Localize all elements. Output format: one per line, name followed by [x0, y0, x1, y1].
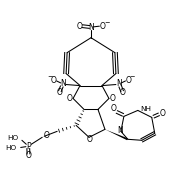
Text: P: P [26, 142, 31, 151]
Text: −: − [47, 74, 52, 80]
Text: O: O [111, 104, 117, 113]
Text: NH: NH [140, 107, 151, 112]
Text: O: O [67, 94, 72, 103]
Text: ⁺: ⁺ [118, 82, 121, 87]
Text: N: N [117, 126, 123, 135]
Text: O: O [120, 88, 126, 97]
Text: N: N [88, 23, 94, 32]
Text: N: N [60, 79, 66, 88]
Text: O: O [56, 88, 62, 97]
Text: ⁺: ⁺ [62, 82, 65, 87]
Polygon shape [97, 109, 99, 110]
Text: O: O [26, 151, 32, 160]
Text: O: O [100, 22, 106, 31]
Text: O: O [44, 131, 49, 140]
Text: −: − [105, 20, 110, 26]
Text: N: N [116, 79, 122, 88]
Text: O: O [126, 76, 131, 85]
Text: HO: HO [7, 135, 18, 141]
Text: O: O [160, 109, 166, 118]
Text: −: − [130, 74, 135, 80]
Text: O: O [51, 76, 57, 85]
Polygon shape [105, 129, 128, 140]
Text: O: O [87, 135, 93, 144]
Text: O: O [110, 94, 115, 103]
Text: HO: HO [6, 145, 17, 151]
Text: O: O [76, 22, 82, 31]
Polygon shape [83, 109, 85, 110]
